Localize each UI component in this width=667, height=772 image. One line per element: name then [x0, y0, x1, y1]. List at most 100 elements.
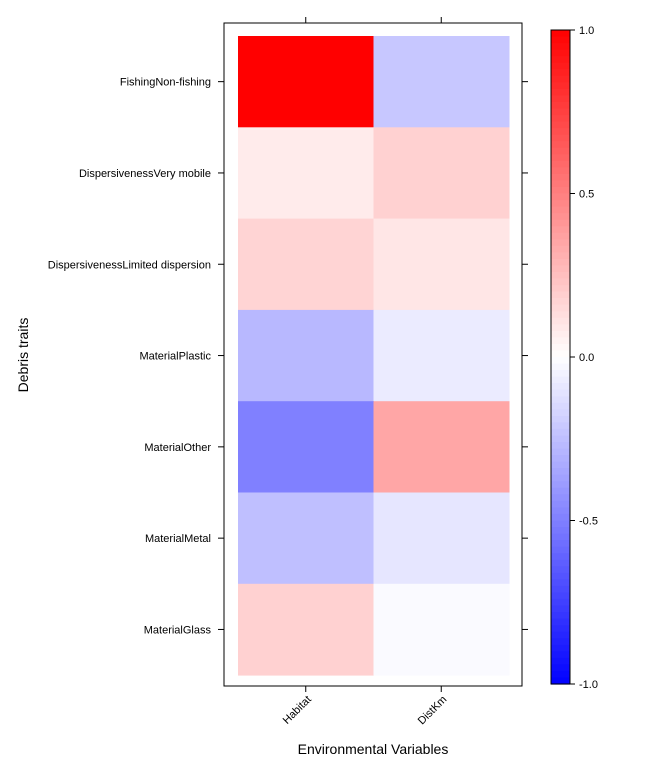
heatmap-cell: [373, 127, 510, 220]
colorbar-tick-label: 0.0: [579, 352, 594, 364]
heatmap-cell: [373, 492, 510, 585]
colorbar-segment: [551, 520, 570, 528]
colorbar-segment: [551, 291, 570, 299]
colorbar-segment: [551, 95, 570, 103]
colorbar-segment: [551, 186, 570, 195]
colorbar-segment: [551, 141, 570, 149]
colorbar-segment: [551, 134, 570, 142]
colorbar-segment: [551, 213, 570, 221]
x-tick-label: Habitat: [281, 694, 314, 727]
colorbar-segment: [551, 481, 570, 489]
colorbar-segment: [551, 304, 570, 312]
colorbar-segment: [551, 278, 570, 286]
colorbar-segment: [551, 226, 570, 234]
colorbar-segment: [551, 69, 570, 77]
colorbar-segment: [551, 49, 570, 57]
colorbar-segment: [551, 598, 570, 607]
colorbar-segment: [551, 389, 570, 397]
colorbar-segment: [551, 56, 570, 64]
colorbar-segment: [551, 428, 570, 437]
colorbar-segment: [551, 36, 570, 44]
colorbar-segment: [551, 108, 570, 116]
colorbar-segment: [551, 363, 570, 371]
colorbar-segment: [551, 317, 570, 325]
colorbar-segment: [551, 370, 570, 378]
colorbar-segment: [551, 245, 570, 253]
colorbar-segment: [551, 252, 570, 260]
colorbar-segment: [551, 435, 570, 443]
colorbar-segment: [551, 115, 570, 123]
colorbar-segment: [551, 330, 570, 338]
colorbar-segment: [551, 507, 570, 515]
colorbar-segment: [551, 311, 570, 319]
colorbar-segment: [551, 455, 570, 463]
heatmap-cell: [373, 583, 510, 676]
colorbar-segment: [551, 500, 570, 509]
colorbar-segment: [551, 265, 570, 273]
colorbar-segment: [551, 605, 570, 613]
colorbar-segment: [551, 448, 570, 456]
colorbar-segment: [551, 271, 570, 280]
colorbar-segment: [551, 625, 570, 633]
y-tick-label: FishingNon-fishing: [120, 77, 211, 89]
colorbar-segment: [551, 422, 570, 430]
x-axis-title: Environmental Variables: [298, 741, 449, 757]
colorbar-segment: [551, 566, 570, 574]
colorbar-segment: [551, 160, 570, 168]
colorbar-segment: [551, 559, 570, 567]
colorbar-segment: [551, 612, 570, 620]
colorbar-segment: [551, 337, 570, 345]
colorbar-segment: [551, 30, 570, 38]
color-legend: 1.0 0.5 0.0 -0.5 -1.0: [550, 25, 598, 691]
colorbar-segment: [551, 82, 570, 90]
colorbar-segment: [551, 383, 570, 391]
colorbar-segment: [551, 638, 570, 646]
colorbar-segment: [551, 644, 570, 652]
plot-panel-border: [223, 22, 523, 687]
colorbar-segment: [551, 474, 570, 482]
colorbar-segment: [551, 350, 570, 358]
colorbar-segment: [551, 592, 570, 600]
colorbar-segment: [551, 468, 570, 476]
colorbar-segment: [551, 513, 570, 522]
colorbar-segment: [551, 409, 570, 417]
colorbar-tick-label: 0.5: [579, 189, 594, 201]
colorbar-tick-label: -0.5: [579, 516, 598, 528]
colorbar-segment: [551, 75, 570, 83]
x-tick-label: DistKm: [416, 694, 450, 728]
colorbar-segment: [551, 376, 570, 384]
colorbar-segment: [551, 670, 570, 679]
colorbar-segment: [551, 442, 570, 450]
colorbar-tick-label: 1.0: [579, 25, 594, 37]
heatmap-cell: [238, 492, 374, 585]
colorbar-segment: [551, 343, 570, 352]
colorbar-segment: [551, 657, 570, 665]
colorbar-segment: [551, 487, 570, 495]
colorbar-segment: [551, 128, 570, 136]
colorbar-segment: [551, 579, 570, 587]
heatmap-cell: [238, 309, 374, 402]
colorbar-segment: [551, 167, 570, 175]
colorbar-segment: [551, 357, 570, 365]
colorbar-segment: [551, 193, 570, 201]
colorbar-segment: [551, 651, 570, 659]
colorbar-segment: [551, 101, 570, 110]
colorbar-segment: [551, 585, 570, 594]
y-axis: FishingNon-fishing DispersivenessVery mob…: [48, 77, 528, 636]
colorbar-segment: [551, 553, 570, 561]
colorbar-segment: [551, 62, 570, 70]
heatmap-cell: [373, 401, 510, 493]
y-tick-label: MaterialMetal: [145, 533, 211, 545]
colorbar-segment: [551, 200, 570, 208]
y-tick-label: DispersivenessLimited dispersion: [48, 259, 211, 271]
heatmap-cell: [238, 401, 374, 493]
colorbar-segment: [551, 677, 570, 685]
colorbar-segment: [551, 154, 570, 162]
colorbar-segment: [551, 239, 570, 247]
heatmap-cell: [238, 583, 374, 676]
colorbar-segment: [551, 232, 570, 240]
colorbar-segment: [551, 180, 570, 188]
heatmap-cell: [238, 218, 374, 311]
heatmap-cells: [238, 36, 510, 676]
colorbar-segment: [551, 533, 570, 541]
